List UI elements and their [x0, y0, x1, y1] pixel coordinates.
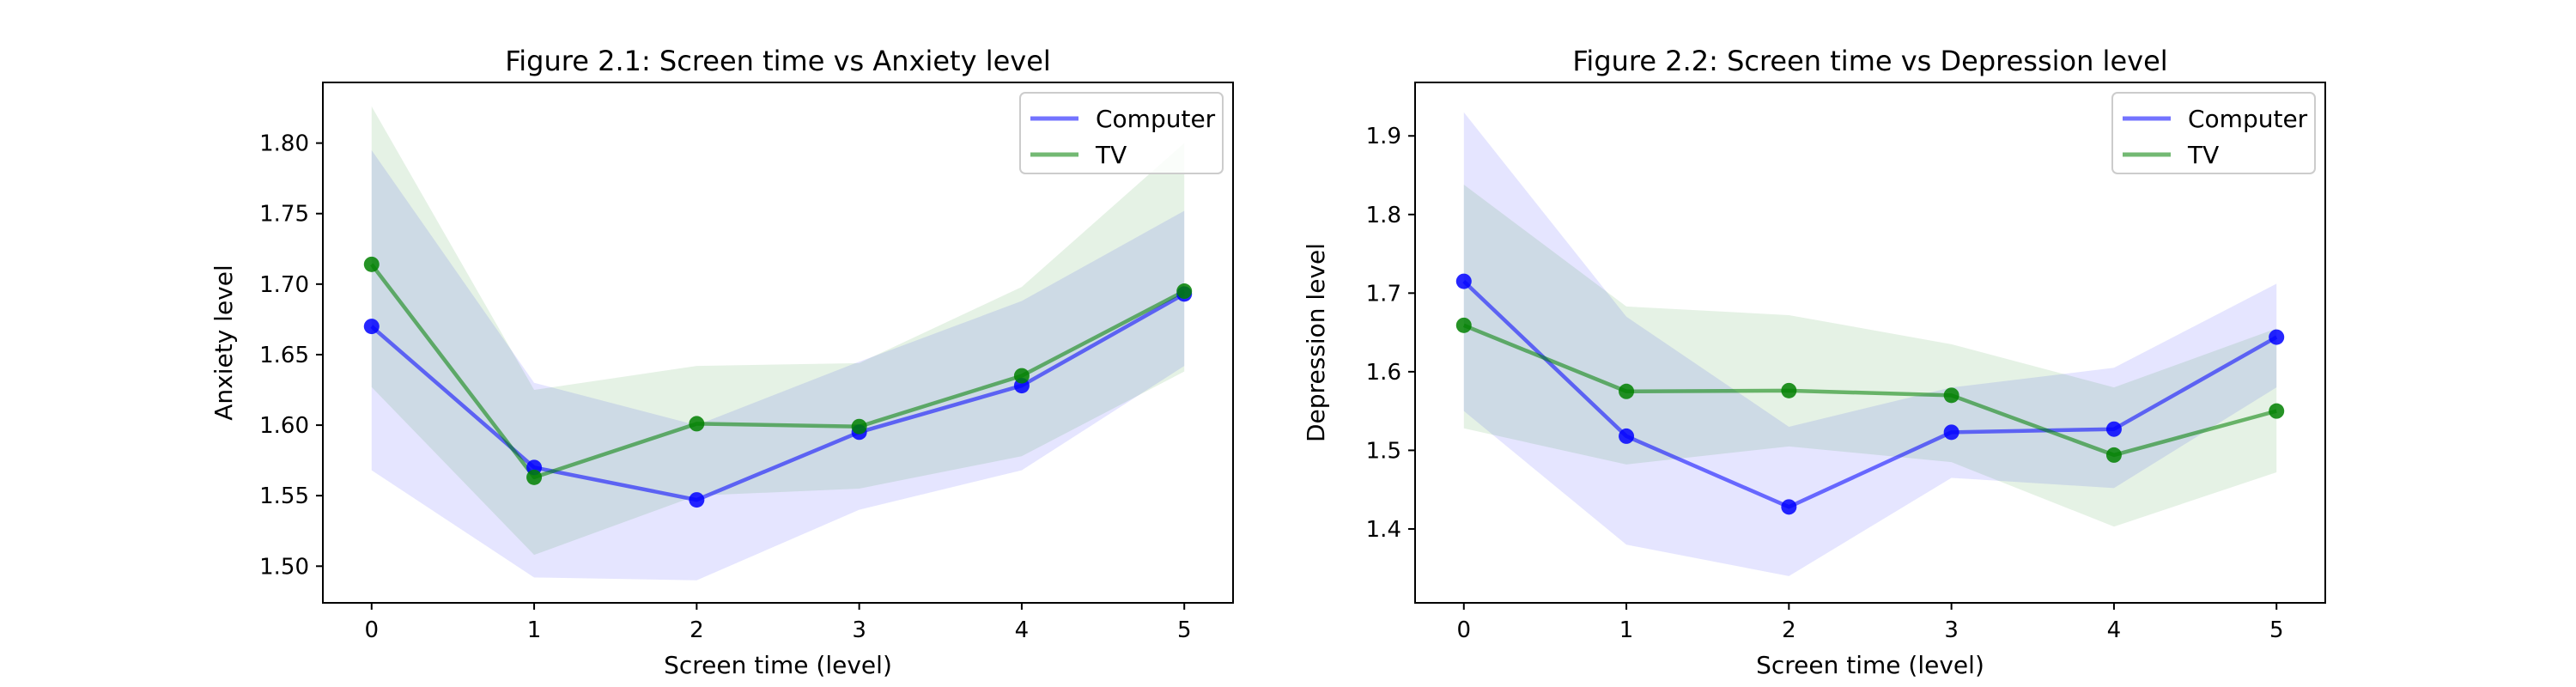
chart-depression: 0 1 2 3 4 5 1.4 1.5 1.6 1.7 1.8 1.9 Figure 2.2: Scre…	[1302, 45, 2326, 679]
x-tick-label: 3	[1944, 617, 1959, 643]
x-tick-label: 2	[690, 617, 704, 643]
y-tick-label: 1.6	[1366, 360, 1401, 386]
point-computer	[2269, 329, 2285, 345]
y-tick-label: 1.70	[259, 272, 309, 298]
point-tv	[1619, 383, 1635, 399]
point-computer	[689, 492, 705, 508]
x-tick-label: 1	[1619, 617, 1634, 643]
chart-title: Figure 2.1: Screen time vs Anxiety level	[505, 45, 1051, 77]
y-tick-label: 1.9	[1366, 124, 1401, 149]
y-tick-label: 1.4	[1366, 517, 1401, 543]
line-computer	[1462, 279, 2278, 509]
legend-label-tv: TV	[1095, 141, 1127, 169]
x-tick-label: 4	[2107, 617, 2122, 643]
point-tv	[689, 416, 705, 432]
x-axis-label: Screen time (level)	[664, 651, 892, 679]
point-tv	[2105, 447, 2122, 463]
x-tick-label: 0	[1457, 617, 1472, 643]
point-computer	[2105, 421, 2122, 437]
y-tick-label: 1.8	[1366, 203, 1401, 228]
y-tick-label: 1.80	[259, 131, 309, 157]
line-tv	[369, 263, 1186, 480]
chart-title: Figure 2.2: Screen time vs Depression le…	[1572, 45, 2167, 77]
point-tv	[2269, 403, 2285, 419]
legend: Computer TV	[2111, 92, 2316, 174]
x-tick-label: 1	[527, 617, 542, 643]
band-computer	[1463, 112, 2277, 576]
y-tick-label: 1.55	[259, 483, 309, 509]
x-tick-label: 5	[2269, 617, 2284, 643]
point-computer	[1943, 424, 1959, 441]
point-tv	[1176, 283, 1193, 300]
band-computer	[371, 149, 1185, 581]
point-tv	[1781, 382, 1797, 398]
plot-frame	[1414, 82, 2326, 604]
x-axis-label: Screen time (level)	[1756, 651, 1984, 679]
chart-anxiety: 0 1 2 3 4 5 1.50 1.55 1.60 1.65 1.70 1.75 1.80 Figure…	[210, 45, 1234, 679]
point-tv	[851, 418, 867, 435]
point-computer	[1619, 428, 1635, 444]
legend-label-tv: TV	[2187, 141, 2219, 169]
point-computer	[363, 319, 380, 335]
y-tick-label: 1.65	[259, 343, 309, 368]
point-computer	[1455, 273, 1472, 289]
y-tick-label: 1.7	[1366, 281, 1401, 307]
point-tv	[363, 256, 380, 272]
point-tv	[1013, 368, 1030, 384]
y-tick-label: 1.60	[259, 413, 309, 439]
x-tick-label: 3	[852, 617, 866, 643]
x-tick-label: 4	[1015, 617, 1030, 643]
legend-label-computer: Computer	[2188, 105, 2308, 133]
y-axis-label: Anxiety level	[210, 264, 238, 421]
x-tick-label: 0	[365, 617, 380, 643]
y-axis-label: Depression level	[1302, 243, 1330, 442]
y-tick-label: 1.75	[259, 202, 309, 228]
line-tv	[1462, 323, 2277, 458]
x-tick-label: 5	[1177, 617, 1192, 643]
point-tv	[1943, 387, 1959, 404]
y-tick-label: 1.5	[1366, 438, 1401, 464]
point-tv	[1455, 317, 1472, 333]
y-tick-label: 1.50	[259, 554, 309, 580]
plot-frame	[322, 82, 1234, 604]
band-tv	[371, 106, 1185, 556]
x-tick-label: 2	[1782, 617, 1796, 643]
legend-label-computer: Computer	[1096, 105, 1216, 133]
point-tv	[526, 469, 543, 485]
point-computer	[1781, 499, 1797, 515]
legend: Computer TV	[1019, 92, 1224, 174]
